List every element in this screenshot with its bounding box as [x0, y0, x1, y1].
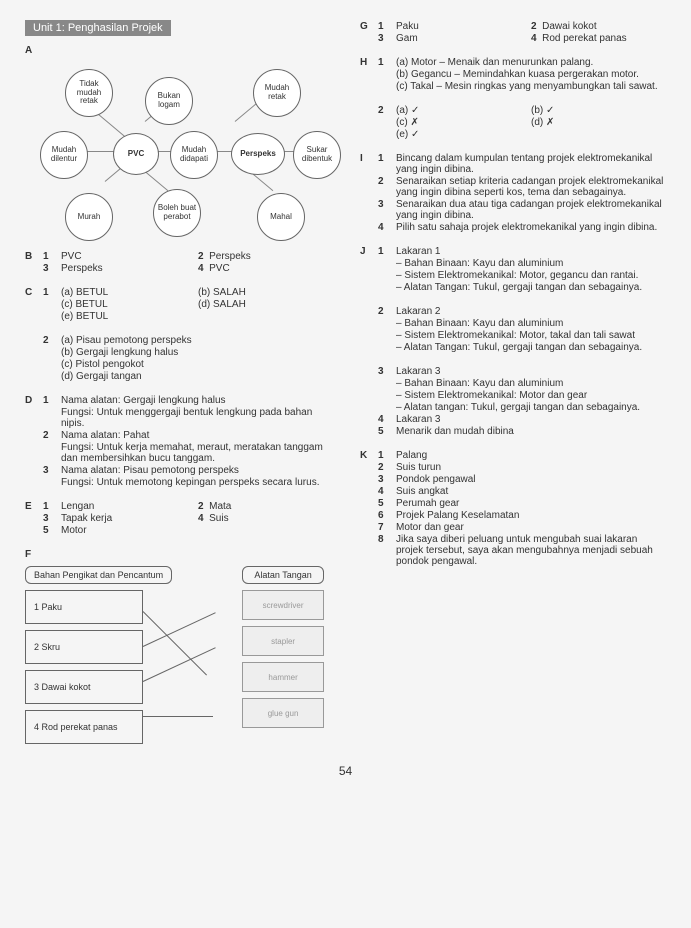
- b2: Perspeks: [209, 251, 251, 262]
- b4: PVC: [209, 263, 230, 274]
- h2a: (a) ✓: [396, 105, 531, 116]
- j1a: – Bahan Binaan: Kayu dan aluminium: [396, 258, 666, 269]
- c1b: (b) SALAH: [198, 287, 335, 298]
- bubble-mudah-didapati: Mudah didapati: [170, 131, 218, 179]
- c1e: (e) BETUL: [61, 311, 335, 322]
- f-header-left: Bahan Pengikat dan Pencantum: [25, 566, 172, 584]
- c1d: (d) SALAH: [198, 299, 335, 310]
- b1: PVC: [61, 251, 198, 262]
- g2: Dawai kokot: [542, 21, 596, 32]
- e1: Lengan: [61, 501, 198, 512]
- e2: Mata: [209, 501, 231, 512]
- j2a: – Bahan Binaan: Kayu dan aluminium: [396, 318, 666, 329]
- bubble-bukan: Bukan logam: [145, 77, 193, 125]
- page: Unit 1: Penghasilan Projek A Tidak mudah…: [25, 20, 666, 744]
- k2: Suis turun: [396, 462, 666, 473]
- j3a: – Bahan Binaan: Kayu dan aluminium: [396, 378, 666, 389]
- bubble-boleh: Boleh buat perabot: [153, 189, 201, 237]
- c2b: (b) Gergaji lengkung halus: [61, 347, 335, 358]
- j1c: – Alatan Tangan: Tukul, gergaji tangan d…: [396, 282, 666, 293]
- bubble-pvc: PVC: [113, 133, 159, 175]
- section-b: B 1 PVC 2 Perspeks: [25, 251, 335, 262]
- d3-name: Nama alatan: Pisau pemotong perspeks: [61, 465, 335, 476]
- table-f: Bahan Pengikat dan Pencantum 1 Paku 2 Sk…: [25, 566, 335, 744]
- f-header-right: Alatan Tangan: [242, 566, 324, 584]
- bubble-mudah-retak: Mudah retak: [253, 69, 301, 117]
- c2a: (a) Pisau pemotong perspeks: [61, 335, 335, 346]
- k6: Projek Palang Keselamatan: [396, 510, 666, 521]
- i1: Bincang dalam kumpulan tentang projek el…: [396, 153, 666, 175]
- h2d: (d) ✗: [531, 117, 666, 128]
- unit-header: Unit 1: Penghasilan Projek: [25, 20, 171, 36]
- j3b: – Sistem Elektromekanikal: Motor dan gea…: [396, 390, 666, 401]
- c1c: (c) BETUL: [61, 299, 198, 310]
- d1-func: Fungsi: Untuk menggergaji bentuk lengkun…: [61, 407, 335, 429]
- section-a-label: A: [25, 45, 43, 56]
- h2c: (c) ✗: [396, 117, 531, 128]
- g4: Rod perekat panas: [542, 33, 627, 44]
- page-number: 54: [25, 764, 666, 778]
- g3: Gam: [396, 33, 531, 44]
- bubble-mudah-dilentur: Mudah dilentur: [40, 131, 88, 179]
- d2-name: Nama alatan: Pahat: [61, 430, 335, 441]
- h1b: (b) Gegancu – Memindahkan kuasa pergerak…: [396, 69, 666, 80]
- h1c: (c) Takal – Mesin ringkas yang menyambun…: [396, 81, 666, 92]
- k4: Suis angkat: [396, 486, 666, 497]
- c2c: (c) Pistol pengokot: [61, 359, 335, 370]
- e3: Tapak kerja: [61, 513, 198, 524]
- concept-map: Tidak mudah retak Bukan logam Mudah reta…: [35, 61, 335, 241]
- k8: Jika saya diberi peluang untuk mengubah …: [396, 534, 666, 567]
- j3-title: Lakaran 3: [396, 366, 666, 377]
- j2c: – Alatan Tangan: Tukul, gergaji tangan d…: [396, 342, 666, 353]
- tool-glue-gun: glue gun: [242, 698, 324, 728]
- e5: Motor: [61, 525, 335, 536]
- j4: Lakaran 3: [396, 414, 666, 425]
- k1: Palang: [396, 450, 666, 461]
- bubble-murah: Murah: [65, 193, 113, 241]
- bubble-mahal: Mahal: [257, 193, 305, 241]
- f4: 4 Rod perekat panas: [25, 710, 143, 744]
- bubble-tidak: Tidak mudah retak: [65, 69, 113, 117]
- j2-title: Lakaran 2: [396, 306, 666, 317]
- bubble-perspeks: Perspeks: [231, 133, 285, 175]
- j1-title: Lakaran 1: [396, 246, 666, 257]
- h2b: (b) ✓: [531, 105, 666, 116]
- i4: Pilih satu sahaja projek elektromekanika…: [396, 222, 666, 233]
- i2: Senaraikan setiap kriteria cadangan proj…: [396, 176, 666, 198]
- k3: Pondok pengawal: [396, 474, 666, 485]
- k5: Perumah gear: [396, 498, 666, 509]
- right-column: G1 Paku 2 Dawai kokot 3 Gam 4 Rod pereka…: [360, 20, 666, 744]
- b3: Perspeks: [61, 263, 198, 274]
- e4: Suis: [209, 513, 228, 524]
- j5: Menarik dan mudah dibina: [396, 426, 666, 437]
- h1a: (a) Motor – Menaik dan menurunkan palang…: [396, 57, 666, 68]
- d1-name: Nama alatan: Gergaji lengkung halus: [61, 395, 335, 406]
- f3: 3 Dawai kokot: [25, 670, 143, 704]
- f2: 2 Skru: [25, 630, 143, 664]
- left-column: Unit 1: Penghasilan Projek A Tidak mudah…: [25, 20, 335, 744]
- g1: Paku: [396, 21, 531, 32]
- k7: Motor dan gear: [396, 522, 666, 533]
- tool-screwdriver: screwdriver: [242, 590, 324, 620]
- h2e: (e) ✓: [396, 129, 666, 140]
- f1: 1 Paku: [25, 590, 143, 624]
- c1a: (a) BETUL: [61, 287, 198, 298]
- bubble-sukar: Sukar dibentuk: [293, 131, 341, 179]
- i3: Senaraikan dua atau tiga cadangan projek…: [396, 199, 666, 221]
- d3-func: Fungsi: Untuk memotong kepingan perspeks…: [61, 477, 335, 488]
- j3c: – Alatan tangan: Tukul, gergaji tangan d…: [396, 402, 666, 413]
- d2-func: Fungsi: Untuk kerja memahat, meraut, mer…: [61, 442, 335, 464]
- tool-hammer: hammer: [242, 662, 324, 692]
- j2b: – Sistem Elektromekanikal: Motor, takal …: [396, 330, 666, 341]
- j1b: – Sistem Elektromekanikal: Motor, geganc…: [396, 270, 666, 281]
- tool-stapler: stapler: [242, 626, 324, 656]
- c2d: (d) Gergaji tangan: [61, 371, 335, 382]
